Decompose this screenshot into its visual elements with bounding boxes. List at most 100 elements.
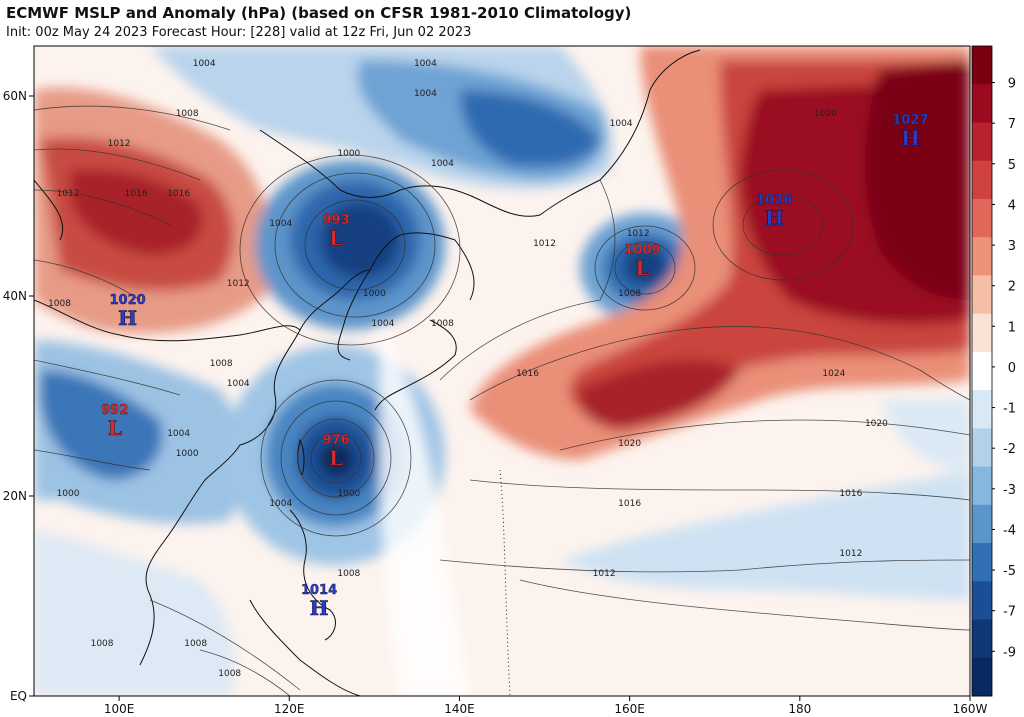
colorbar-label: 1 — [1008, 320, 1016, 335]
colorbar-label: -5 — [1003, 564, 1016, 579]
low-pressure-symbol: L — [329, 446, 343, 470]
lon-label: 100E — [104, 702, 135, 716]
isobar-label: 1004 — [227, 379, 250, 389]
colorbar-label: 4 — [1008, 198, 1016, 213]
colorbar-swatch — [972, 46, 992, 85]
colorbar-swatch — [972, 504, 992, 544]
pressure-value: 993 — [323, 213, 350, 228]
isobar-label: 1000 — [337, 149, 360, 159]
colorbar-label: 9 — [1008, 77, 1016, 92]
isobar-label: 1020 — [865, 419, 888, 429]
isobar-label: 1008 — [176, 109, 199, 119]
isobar-label: 1004 — [431, 159, 454, 169]
chart-subtitle: Init: 00z May 24 2023 Forecast Hour: [22… — [6, 25, 472, 40]
colorbar-label: 0 — [1008, 361, 1016, 376]
dotted-boundary — [499, 469, 511, 696]
isobar-label: 1012 — [533, 239, 556, 249]
colorbar-label: -9 — [1003, 645, 1016, 660]
colorbar-label: 5 — [1008, 158, 1016, 173]
isobar-label: 1012 — [627, 229, 650, 239]
colorbar-swatch — [972, 237, 992, 276]
isobar-label: 1020 — [814, 109, 837, 119]
pressure-value: 992 — [101, 403, 128, 418]
isobar-label: 1008 — [218, 669, 241, 679]
colorbar-swatch — [972, 390, 992, 429]
colorbar-label: 7 — [1008, 117, 1016, 132]
anomaly-field: 1004 1008 1012 1016 1016 1012 1012 1008 1008 1004… — [34, 46, 970, 696]
isobar-label: 1012 — [108, 139, 131, 149]
isobar-label: 1008 — [48, 299, 71, 309]
isobar-label: 1004 — [269, 219, 292, 229]
lat-label: EQ — [10, 689, 27, 703]
isobar-label: 1004 — [414, 89, 437, 99]
isobar-label: 1008 — [618, 289, 641, 299]
lat-label: 40N — [3, 289, 27, 303]
isobar-label: 1008 — [210, 359, 233, 369]
isobar-labels: 1004 1008 1012 1016 1016 1012 1012 1008 1008 1004… — [48, 59, 888, 679]
lon-label: 120E — [274, 702, 305, 716]
colorbar-swatch — [972, 466, 992, 506]
colorbar-swatch — [972, 543, 992, 582]
high-pressure-symbol: H — [118, 306, 137, 330]
isobar-label: 1004 — [167, 429, 190, 439]
colorbar-swatch — [972, 657, 992, 697]
colorbar: 9 7 5 4 3 2 1 0 -1 -2 -3 -4 -5 -7 -9 — [971, 45, 1016, 697]
isobar-label: 1004 — [414, 59, 437, 69]
isobar-label: 1008 — [184, 639, 207, 649]
low-pressure-symbol: L — [329, 226, 343, 250]
colorbar-swatch — [972, 351, 992, 391]
isobar-label: 1004 — [371, 319, 394, 329]
isobar-label: 1012 — [57, 189, 80, 199]
isobar-label: 1016 — [125, 189, 148, 199]
isobar-label: 1012 — [593, 569, 616, 579]
colorbar-swatch — [972, 313, 992, 353]
isobar-label: 1004 — [193, 59, 216, 69]
lat-label: 60N — [3, 89, 27, 103]
colorbar-label: 2 — [1008, 280, 1016, 295]
colorbar-label: -2 — [1003, 442, 1016, 457]
latitude-axis: 60N 40N 20N EQ — [3, 89, 34, 703]
isobar-label: 1000 — [176, 449, 199, 459]
colorbar-swatch — [972, 198, 992, 238]
colorbar-swatch — [972, 619, 992, 659]
isobar-label: 1004 — [610, 119, 633, 129]
high-pressure-symbol: H — [310, 596, 329, 620]
isobar-label: 1016 — [839, 489, 862, 499]
isobar-label: 1008 — [337, 569, 360, 579]
pressure-value: 1009 — [624, 243, 660, 258]
lat-label: 20N — [3, 489, 27, 503]
high-pressure-symbol: H — [765, 206, 784, 230]
colorbar-frame — [971, 45, 993, 697]
isobar-label: 1004 — [269, 499, 292, 509]
colorbar-label: -1 — [1003, 402, 1016, 417]
isobar-label: 1000 — [57, 489, 80, 499]
colorbar-swatch — [972, 581, 992, 621]
colorbar-swatch — [972, 160, 992, 200]
colorbar-label: -4 — [1003, 523, 1016, 538]
colorbar-swatch — [972, 84, 992, 123]
chart-title: ECMWF MSLP and Anomaly (hPa) (based on C… — [6, 4, 632, 22]
pressure-value: 1020 — [110, 293, 146, 308]
isobar-label: 1008 — [91, 639, 114, 649]
isobar-label: 1020 — [618, 439, 641, 449]
colorbar-swatch — [972, 122, 992, 162]
low-pressure-symbol: L — [108, 416, 122, 440]
high-pressure-symbol: H — [901, 126, 920, 150]
lon-label: 180 — [788, 702, 811, 716]
pressure-value: 1027 — [892, 113, 928, 128]
colorbar-label: 3 — [1008, 239, 1016, 254]
colorbar-label: -7 — [1003, 605, 1016, 620]
isobar-label: 1008 — [431, 319, 454, 329]
low-pressure-symbol: L — [635, 256, 649, 280]
isobar-label: 1024 — [822, 369, 845, 379]
lon-label: 160W — [953, 702, 988, 716]
isobar-label: 1000 — [337, 489, 360, 499]
longitude-axis: 100E 120E 140E 160E 180 160W — [104, 696, 988, 716]
colorbar-label: -3 — [1003, 483, 1016, 498]
isobar-label: 1000 — [363, 289, 386, 299]
lon-label: 140E — [444, 702, 475, 716]
isobar-label: 1012 — [839, 549, 862, 559]
isobar-label: 1016 — [618, 499, 641, 509]
